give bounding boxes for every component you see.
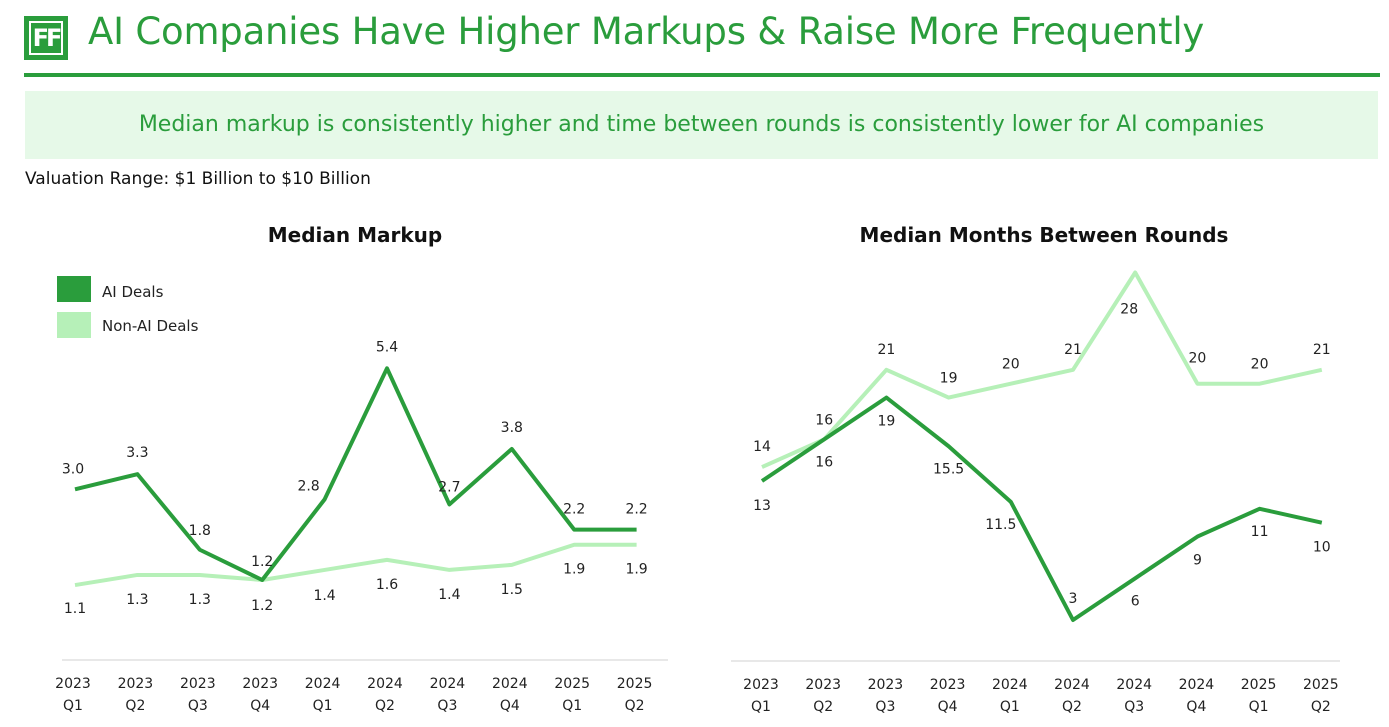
non-ai-data-label: 19 [940,371,958,387]
ai-data-label: 9 [1193,553,1202,569]
x-tick-label-year: 2023 [55,676,91,692]
non-ai-data-label: 16 [815,412,833,428]
ai-data-label: 6 [1131,593,1140,609]
x-tick-label-quarter: Q4 [500,698,520,714]
non-ai-data-label: 1.2 [251,598,273,614]
valuation-range-note: Valuation Range: $1 Billion to $10 Billi… [25,169,371,189]
x-tick-label-year: 2024 [430,676,466,692]
legend-label-ai: AI Deals [102,283,164,301]
x-tick-label-quarter: Q3 [437,698,457,714]
x-tick-label-quarter: Q4 [250,698,270,714]
x-tick-label-quarter: Q3 [1124,699,1144,715]
x-tick-label-year: 2024 [992,677,1028,693]
x-tick-label-quarter: Q2 [125,698,145,714]
x-tick-label-quarter: Q2 [375,698,395,714]
non-ai-data-label: 1.6 [376,577,398,593]
x-tick-label-quarter: Q1 [751,699,771,715]
non-ai-data-label: 1.1 [64,601,86,617]
x-tick-label-year: 2025 [1241,677,1277,693]
ai-data-label: 11 [1251,524,1269,540]
non-ai-data-label: 21 [1313,342,1331,358]
ai-data-label: 2.2 [563,502,585,518]
x-tick-label-year: 2025 [554,676,590,692]
ai-data-label: 19 [877,414,895,430]
x-tick-label-quarter: Q4 [1186,699,1206,715]
non-ai-data-label: 21 [877,342,895,358]
ai-data-label: 3.3 [126,445,148,461]
non-ai-data-label: 1.3 [189,592,211,608]
ai-data-label: 2.7 [438,479,460,495]
x-tick-label-year: 2024 [1179,677,1215,693]
markup-chart-title: Median Markup [268,223,442,247]
logo-text: FF [29,21,63,55]
legend-swatch-ai [57,276,91,302]
x-tick-label-year: 2023 [118,676,154,692]
x-tick-label-year: 2023 [805,677,841,693]
x-tick-label-year: 2024 [1116,677,1152,693]
x-tick-label-year: 2023 [868,677,904,693]
ai-data-label: 11.5 [985,517,1016,533]
ai-deals-series-line [760,395,1323,622]
x-tick-label-quarter: Q1 [63,698,83,714]
x-tick-label-quarter: Q1 [562,698,582,714]
non-ai-data-label: 1.9 [563,562,585,578]
non-ai-data-label: 1.3 [126,592,148,608]
ai-data-label: 13 [753,498,771,514]
x-tick-label-year: 2023 [930,677,966,693]
non-ai-data-label: 14 [753,439,771,455]
x-tick-label-year: 2025 [1303,677,1339,693]
x-tick-label-quarter: Q2 [1062,699,1082,715]
x-tick-label-year: 2023 [180,676,216,692]
x-tick-label-year: 2023 [242,676,278,692]
ai-data-label: 15.5 [933,461,964,477]
non-ai-data-label: 1.5 [501,582,523,598]
x-tick-label-quarter: Q2 [1311,699,1331,715]
x-tick-label-year: 2025 [617,676,653,692]
ai-data-label: 10 [1313,540,1331,556]
x-tick-label-year: 2024 [492,676,528,692]
non-ai-data-label: 1.4 [438,587,460,603]
non-ai-data-label: 20 [1002,357,1020,373]
non-ai-data-label: 21 [1064,342,1082,358]
ai-deals-series-line [74,366,637,582]
x-tick-label-quarter: Q2 [813,699,833,715]
x-tick-label-quarter: Q3 [875,699,895,715]
ai-data-label: 3.8 [501,420,523,436]
ai-data-label: 1.2 [251,554,273,570]
x-tick-label-quarter: Q4 [938,699,958,715]
x-tick-label-year: 2024 [367,676,403,692]
summary-banner: Median markup is consistently higher and… [25,91,1378,159]
ai-data-label: 3 [1069,591,1078,607]
ai-data-label: 5.4 [376,339,398,355]
x-tick-label-year: 2024 [305,676,341,692]
x-tick-label-quarter: Q3 [188,698,208,714]
x-tick-label-quarter: Q1 [313,698,333,714]
logo: FF [24,16,68,60]
page-title: AI Companies Have Higher Markups & Raise… [88,10,1205,53]
non-ai-deals-series-line [74,542,637,588]
non-ai-data-label: 20 [1251,357,1269,373]
legend-label-non-ai: Non-AI Deals [102,317,199,335]
non-ai-data-label: 1.4 [313,588,335,604]
x-tick-label-quarter: Q1 [1000,699,1020,715]
ai-data-label: 2.8 [297,478,319,494]
x-tick-label-year: 2024 [1054,677,1090,693]
x-tick-label-year: 2023 [743,677,779,693]
non-ai-data-label: 1.9 [625,562,647,578]
months-chart-title: Median Months Between Rounds [860,223,1229,247]
ai-data-label: 3.0 [62,461,84,477]
x-tick-label-quarter: Q2 [625,698,645,714]
title-divider [24,73,1380,77]
ai-data-label: 16 [815,454,833,470]
ai-data-label: 1.8 [189,523,211,539]
ai-data-label: 2.2 [625,502,647,518]
non-ai-deals-series-line [761,270,1323,469]
non-ai-data-label: 20 [1188,351,1206,367]
x-tick-label-quarter: Q1 [1249,699,1269,715]
non-ai-data-label: 28 [1120,302,1138,318]
legend-swatch-non-ai [57,312,91,338]
